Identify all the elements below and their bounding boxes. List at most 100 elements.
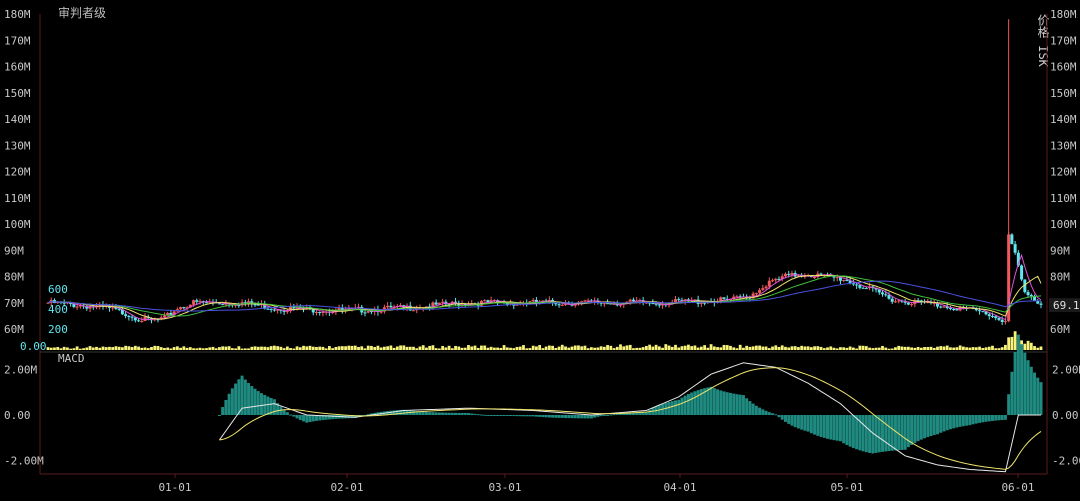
volume-bar	[690, 346, 694, 350]
volume-bar	[699, 346, 703, 350]
macd-histogram-bar	[764, 410, 768, 415]
macd-histogram-bar	[266, 396, 270, 415]
volume-bar	[855, 348, 859, 350]
macd-histogram-bar	[845, 415, 849, 446]
candle-body	[243, 302, 247, 304]
macd-histogram-bar	[606, 414, 610, 416]
volume-bar	[703, 345, 707, 350]
candle-body	[1036, 300, 1040, 304]
volume-bar	[460, 347, 464, 350]
macd-histogram-bar	[935, 415, 939, 435]
volume-bar	[234, 348, 238, 350]
macd-histogram-bar	[680, 397, 684, 415]
volume-bar	[887, 348, 891, 350]
macd-histogram-bar	[466, 413, 470, 415]
candle-body	[554, 302, 558, 305]
candle-body	[156, 319, 160, 321]
candle-body	[195, 300, 199, 302]
volume-bar	[373, 347, 377, 350]
volume-bar	[379, 347, 383, 350]
volume-bar	[489, 346, 493, 350]
candle-body	[266, 308, 270, 310]
candle-body	[489, 300, 493, 303]
volume-bar	[984, 347, 988, 350]
candle-body	[399, 305, 403, 307]
volume-bar	[98, 347, 102, 350]
volume-bar	[502, 345, 506, 350]
macd-histogram-bar	[796, 415, 800, 429]
volume-bar	[85, 347, 89, 350]
volume-bar	[421, 345, 425, 350]
candle-body	[1020, 265, 1024, 280]
macd-histogram-bar	[838, 415, 842, 442]
macd-histogram-bar	[615, 413, 619, 415]
volume-bar	[522, 345, 525, 350]
volume-bar	[263, 346, 267, 350]
candle-body	[835, 277, 839, 279]
macd-histogram-bar	[631, 412, 635, 415]
volume-bar	[606, 345, 609, 350]
volume-bar	[573, 345, 577, 350]
macd-histogram-bar	[470, 413, 474, 415]
macd-histogram-bar	[619, 413, 623, 415]
volume-bar	[470, 346, 474, 350]
macd-histogram-bar	[369, 413, 373, 415]
macd-histogram-bar	[787, 415, 791, 424]
candle-body	[719, 297, 723, 301]
volume-bar	[767, 348, 771, 350]
volume-bar	[376, 345, 380, 350]
volume-bar	[515, 346, 519, 350]
volume-bar	[114, 346, 118, 350]
price-tick-right: 160M	[1050, 61, 1077, 74]
volume-bar	[418, 346, 422, 350]
volume-bar	[978, 346, 981, 350]
macd-histogram-bar	[302, 415, 306, 422]
volume-bar	[405, 346, 409, 350]
volume-bar	[994, 348, 998, 350]
volume-bar	[638, 347, 642, 350]
price-tick-right: 90M	[1050, 244, 1070, 257]
macd-histogram-bar	[544, 415, 548, 418]
volume-bar	[803, 346, 807, 350]
macd-histogram-bar	[683, 395, 687, 415]
volume-bar	[842, 347, 846, 350]
candle-body	[832, 275, 836, 278]
volume-bar	[923, 347, 926, 350]
volume-bar	[961, 346, 965, 350]
volume-bar	[745, 345, 749, 350]
volume-bar	[305, 346, 309, 350]
volume-bar	[260, 346, 263, 350]
candle-body	[166, 312, 170, 316]
volume-bar	[602, 346, 606, 350]
candle-body	[981, 311, 985, 313]
macd-histogram-bar	[318, 415, 322, 421]
volume-bar	[809, 347, 813, 350]
candle-body	[952, 309, 956, 311]
candle-body	[945, 306, 949, 309]
volume-bar	[826, 347, 829, 350]
macd-histogram-bar	[793, 415, 797, 428]
volume-bar	[402, 345, 406, 350]
candle-body	[344, 308, 348, 311]
macd-dif-line	[219, 362, 1041, 473]
volume-bar	[211, 346, 215, 350]
macd-histogram-bar	[696, 390, 700, 415]
price-tick-left: 100M	[4, 218, 31, 231]
volume-bar	[932, 347, 936, 350]
candle-body	[534, 299, 538, 303]
candle-body	[1000, 319, 1004, 322]
volume-bar	[46, 347, 50, 350]
volume-bar	[1039, 346, 1043, 350]
candle-body	[881, 292, 885, 295]
volume-bar	[153, 345, 157, 350]
macd-histogram-bar	[722, 391, 726, 415]
macd-histogram-bar	[939, 415, 943, 433]
volume-bar	[111, 347, 115, 350]
volume-bar	[499, 347, 503, 350]
candle-body	[234, 304, 238, 306]
macd-tick-right: 0.00	[1052, 409, 1079, 422]
price-tick-left: 120M	[4, 166, 31, 179]
macd-histogram-bar	[499, 415, 503, 416]
volume-bar	[1023, 343, 1027, 350]
candle-body	[72, 304, 76, 307]
